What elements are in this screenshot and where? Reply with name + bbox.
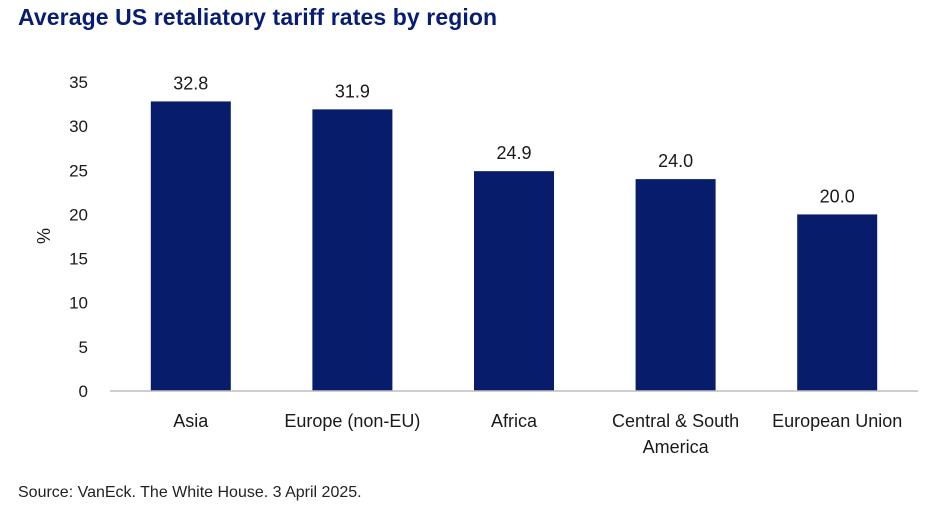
y-tick-label: 0 — [79, 382, 88, 401]
x-tick-label-line: Central & South — [612, 411, 739, 431]
x-tick-label-line: Africa — [491, 411, 538, 431]
x-tick-label: European Union — [772, 411, 902, 431]
bar — [635, 179, 716, 391]
y-axis: 0 5 10 15 20 25 30 35% — [34, 73, 88, 401]
source-note: Source: VanEck. The White House. 3 April… — [18, 484, 362, 501]
x-tick-label-line: Europe (non-EU) — [284, 411, 420, 431]
bar — [312, 109, 393, 392]
y-tick-label: 25 — [69, 161, 88, 180]
x-tick-label: Europe (non-EU) — [284, 411, 420, 431]
y-tick-label: 15 — [69, 250, 88, 269]
data-label: 24.9 — [496, 143, 531, 163]
x-tick-label-line: America — [643, 437, 710, 457]
data-label: 20.0 — [820, 186, 855, 206]
y-tick-label: 5 — [79, 338, 88, 357]
x-tick-label: Asia — [173, 411, 209, 431]
chart-title: Average US retaliatory tariff rates by r… — [18, 4, 498, 30]
x-tick-label: Africa — [491, 411, 538, 431]
bar — [474, 171, 554, 391]
x-axis: Asia Europe (non-EU) Africa Central & South… — [110, 390, 918, 457]
y-tick-label: 10 — [69, 294, 88, 313]
y-tick-label: 20 — [69, 205, 88, 224]
x-tick-label: Central & South America — [612, 411, 739, 457]
data-label: 32.8 — [173, 73, 208, 93]
bar — [797, 214, 878, 391]
y-tick-label: 30 — [69, 117, 88, 136]
bars: 32.8 31.9 24.9 24.0 20.0 — [150, 73, 878, 392]
bar — [150, 101, 231, 392]
y-tick-label: 35 — [69, 73, 88, 92]
data-label: 31.9 — [335, 81, 370, 101]
y-axis-title: % — [34, 228, 54, 244]
data-label: 24.0 — [658, 151, 693, 171]
x-tick-label-line: European Union — [772, 411, 902, 431]
x-tick-label-line: Asia — [173, 411, 209, 431]
